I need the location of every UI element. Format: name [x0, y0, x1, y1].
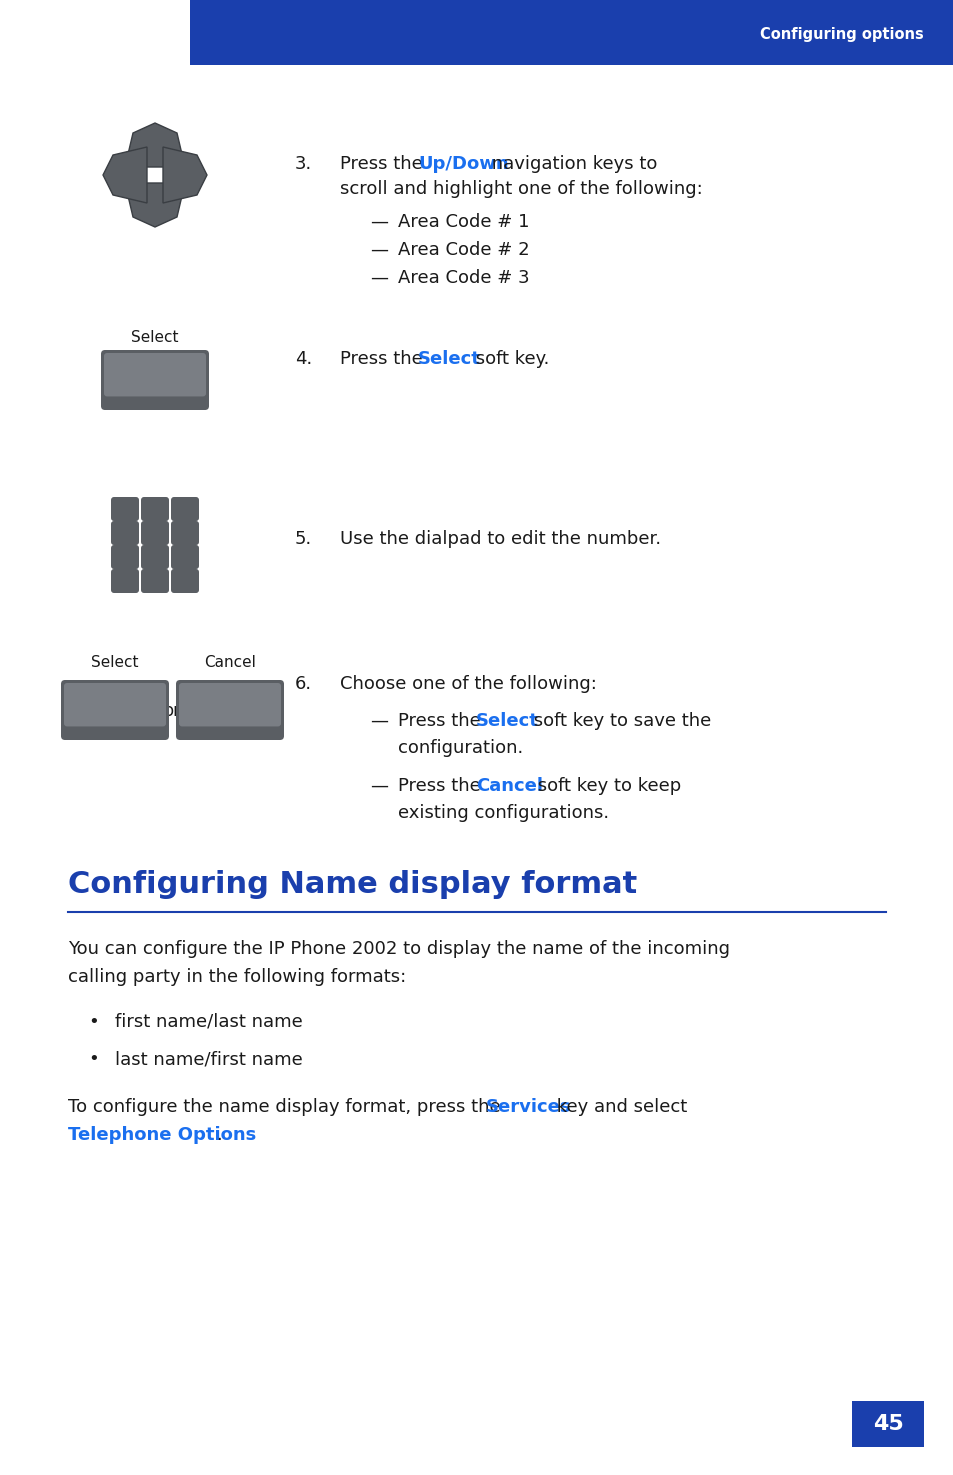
Polygon shape: [103, 148, 147, 204]
Text: •: •: [88, 1050, 99, 1068]
FancyBboxPatch shape: [111, 544, 139, 569]
Text: key and select: key and select: [551, 1097, 686, 1117]
Polygon shape: [125, 183, 185, 227]
Text: 6.: 6.: [294, 676, 312, 693]
FancyBboxPatch shape: [111, 521, 139, 544]
Text: Configuring options: Configuring options: [760, 27, 923, 41]
FancyBboxPatch shape: [64, 683, 166, 727]
FancyBboxPatch shape: [111, 497, 139, 521]
Text: Area Code # 3: Area Code # 3: [397, 268, 529, 288]
Text: Services: Services: [485, 1097, 571, 1117]
Text: —: —: [370, 268, 388, 288]
Text: 4.: 4.: [294, 350, 312, 367]
Text: You can configure the IP Phone 2002 to display the name of the incoming: You can configure the IP Phone 2002 to d…: [68, 940, 729, 957]
Text: calling party in the following formats:: calling party in the following formats:: [68, 968, 406, 985]
FancyBboxPatch shape: [171, 521, 199, 544]
Text: first name/last name: first name/last name: [115, 1013, 302, 1031]
Text: Cancel: Cancel: [476, 777, 542, 795]
Text: —: —: [370, 777, 388, 795]
FancyBboxPatch shape: [141, 521, 169, 544]
FancyBboxPatch shape: [171, 497, 199, 521]
Text: Select: Select: [476, 712, 538, 730]
FancyBboxPatch shape: [175, 680, 284, 740]
Text: soft key to save the: soft key to save the: [527, 712, 711, 730]
Polygon shape: [163, 148, 207, 204]
Text: 5.: 5.: [294, 530, 312, 549]
Text: configuration.: configuration.: [397, 739, 522, 757]
Text: Press the: Press the: [397, 777, 486, 795]
FancyBboxPatch shape: [61, 680, 169, 740]
Text: soft key to keep: soft key to keep: [532, 777, 680, 795]
Text: Cancel: Cancel: [204, 655, 255, 670]
Text: .: .: [215, 1125, 221, 1145]
Text: •: •: [88, 1013, 99, 1031]
Text: Telephone Options: Telephone Options: [68, 1125, 256, 1145]
Text: Press the: Press the: [397, 712, 486, 730]
Text: Select: Select: [132, 330, 178, 345]
FancyBboxPatch shape: [141, 497, 169, 521]
Text: Up/Down: Up/Down: [417, 155, 508, 173]
Text: existing configurations.: existing configurations.: [397, 804, 608, 822]
Text: soft key.: soft key.: [470, 350, 549, 367]
Text: Select: Select: [417, 350, 480, 367]
Bar: [851, 1401, 923, 1447]
Text: —: —: [370, 212, 388, 232]
Text: 45: 45: [872, 1415, 902, 1434]
Text: Area Code # 2: Area Code # 2: [397, 240, 529, 260]
FancyBboxPatch shape: [179, 683, 281, 727]
FancyBboxPatch shape: [171, 569, 199, 593]
FancyBboxPatch shape: [141, 544, 169, 569]
Text: or: or: [163, 702, 180, 720]
Bar: [190, 0, 953, 65]
Text: scroll and highlight one of the following:: scroll and highlight one of the followin…: [339, 180, 702, 198]
FancyBboxPatch shape: [101, 350, 209, 410]
Polygon shape: [125, 122, 185, 167]
FancyBboxPatch shape: [104, 353, 206, 397]
FancyBboxPatch shape: [111, 569, 139, 593]
Text: —: —: [370, 712, 388, 730]
Text: Configuring Name display format: Configuring Name display format: [68, 870, 637, 898]
Text: last name/first name: last name/first name: [115, 1050, 302, 1068]
Text: —: —: [370, 240, 388, 260]
Text: 3.: 3.: [294, 155, 312, 173]
FancyBboxPatch shape: [141, 569, 169, 593]
Text: Press the: Press the: [339, 155, 428, 173]
Text: Select: Select: [91, 655, 138, 670]
Text: To configure the name display format, press the: To configure the name display format, pr…: [68, 1097, 506, 1117]
Text: navigation keys to: navigation keys to: [485, 155, 657, 173]
Text: Area Code # 1: Area Code # 1: [397, 212, 529, 232]
FancyBboxPatch shape: [171, 544, 199, 569]
Text: Press the: Press the: [339, 350, 428, 367]
Text: Use the dialpad to edit the number.: Use the dialpad to edit the number.: [339, 530, 660, 549]
Text: Choose one of the following:: Choose one of the following:: [339, 676, 597, 693]
